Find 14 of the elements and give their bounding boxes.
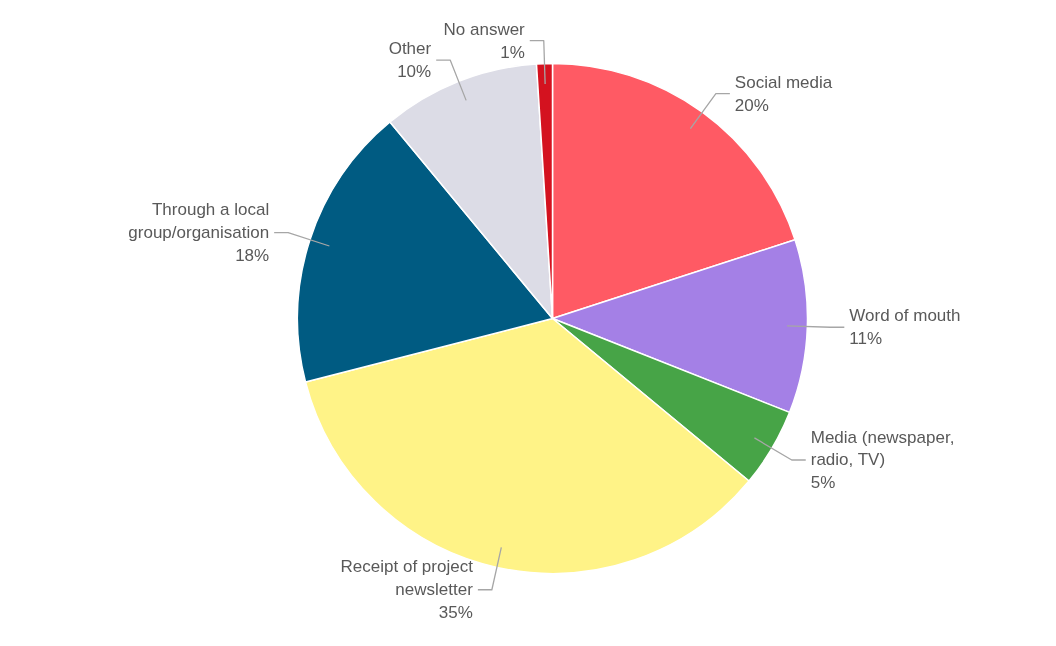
data-label: 5% (810, 473, 836, 493)
slice-label: No answer (443, 19, 526, 39)
slice-label: Through a local group/organisation (128, 200, 270, 243)
data-label: 1% (500, 42, 525, 62)
data-label: 18% (235, 245, 270, 265)
slice-label: Media (newspaper, radio, TV) (810, 427, 955, 470)
data-label: 20% (734, 95, 769, 115)
slice-label: Other (388, 39, 432, 59)
slice-label: Word of mouth (849, 306, 961, 326)
slice-label: Receipt of project newsletter (340, 557, 474, 600)
slice-label: Social media (734, 72, 833, 92)
data-label: 35% (438, 603, 473, 623)
data-label: 10% (397, 61, 432, 81)
data-label: 11% (849, 329, 883, 349)
